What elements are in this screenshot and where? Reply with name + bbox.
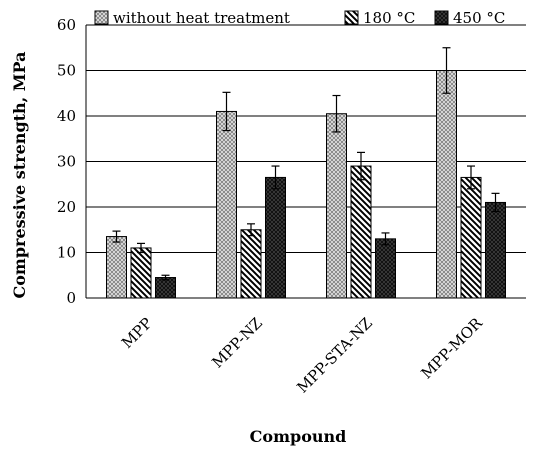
error-bars-group — [112, 47, 500, 281]
bar — [350, 165, 372, 299]
bar — [216, 110, 237, 299]
x-tick-label: MPP-NZ — [208, 314, 266, 372]
bar — [106, 236, 127, 299]
bar — [436, 70, 457, 299]
x-tick-label: MPP-STA-NZ — [293, 314, 376, 397]
bar — [240, 229, 262, 299]
y-axis-title: Compressive strength, MPa — [10, 52, 29, 299]
gridlines — [86, 24, 526, 253]
y-tick-label: 60 — [57, 16, 76, 34]
legend-swatch — [94, 10, 109, 25]
legend-swatch — [434, 10, 449, 25]
bar — [265, 176, 286, 299]
x-axis-title: Compound — [250, 427, 347, 446]
y-tick-label: 30 — [57, 153, 76, 171]
legend-swatch — [344, 10, 359, 25]
axes — [85, 25, 526, 299]
y-tick-label: 50 — [57, 62, 76, 80]
legend-label: 180 °C — [363, 9, 415, 27]
bar — [155, 277, 176, 299]
y-tick-labels: 0 10 20 30 40 50 60 — [57, 16, 76, 307]
bar — [375, 238, 396, 299]
bars-group — [106, 70, 506, 299]
y-tick-label: 0 — [66, 289, 76, 307]
bar — [326, 113, 347, 299]
bar — [130, 247, 152, 299]
bar — [460, 176, 482, 299]
legend: without heat treatment 180 °C 450 °C — [94, 9, 505, 27]
y-tick-label: 20 — [57, 198, 76, 216]
legend-label: 450 °C — [453, 9, 505, 27]
x-tick-labels: MPP MPP-NZ MPP-STA-NZ MPP-MOR — [118, 314, 486, 397]
x-tick-label: MPP-MOR — [417, 314, 486, 383]
x-tick-label: MPP — [118, 314, 156, 352]
legend-label: without heat treatment — [113, 9, 290, 27]
y-tick-label: 40 — [57, 107, 76, 125]
bar — [485, 201, 506, 299]
y-tick-label: 10 — [57, 244, 76, 262]
